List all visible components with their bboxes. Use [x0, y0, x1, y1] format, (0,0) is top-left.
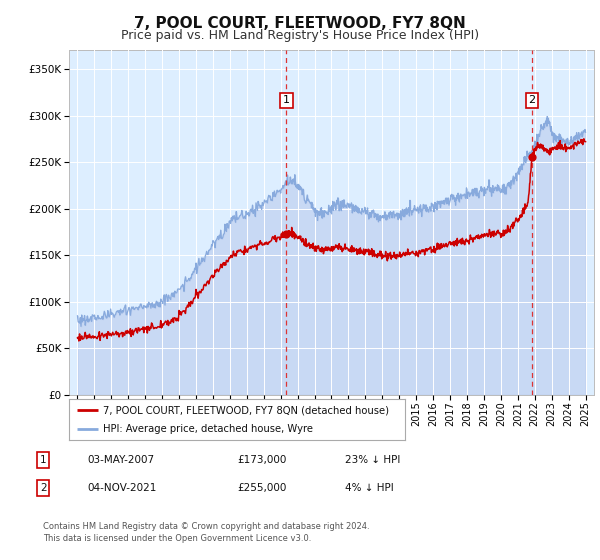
Text: 1: 1 — [40, 455, 47, 465]
Text: 23% ↓ HPI: 23% ↓ HPI — [345, 455, 400, 465]
Text: 7, POOL COURT, FLEETWOOD, FY7 8QN (detached house): 7, POOL COURT, FLEETWOOD, FY7 8QN (detac… — [103, 405, 389, 415]
Text: Price paid vs. HM Land Registry's House Price Index (HPI): Price paid vs. HM Land Registry's House … — [121, 29, 479, 42]
Text: 03-MAY-2007: 03-MAY-2007 — [87, 455, 154, 465]
Text: HPI: Average price, detached house, Wyre: HPI: Average price, detached house, Wyre — [103, 424, 313, 433]
Point — [281, 229, 291, 238]
Text: 1: 1 — [283, 95, 290, 105]
Text: 4% ↓ HPI: 4% ↓ HPI — [345, 483, 394, 493]
Text: £255,000: £255,000 — [237, 483, 286, 493]
Text: 04-NOV-2021: 04-NOV-2021 — [87, 483, 157, 493]
Text: 7, POOL COURT, FLEETWOOD, FY7 8QN: 7, POOL COURT, FLEETWOOD, FY7 8QN — [134, 16, 466, 31]
Point — [527, 153, 537, 162]
Text: 2: 2 — [40, 483, 47, 493]
Text: 2: 2 — [529, 95, 536, 105]
Text: Contains HM Land Registry data © Crown copyright and database right 2024.
This d: Contains HM Land Registry data © Crown c… — [43, 522, 370, 543]
Text: £173,000: £173,000 — [237, 455, 286, 465]
